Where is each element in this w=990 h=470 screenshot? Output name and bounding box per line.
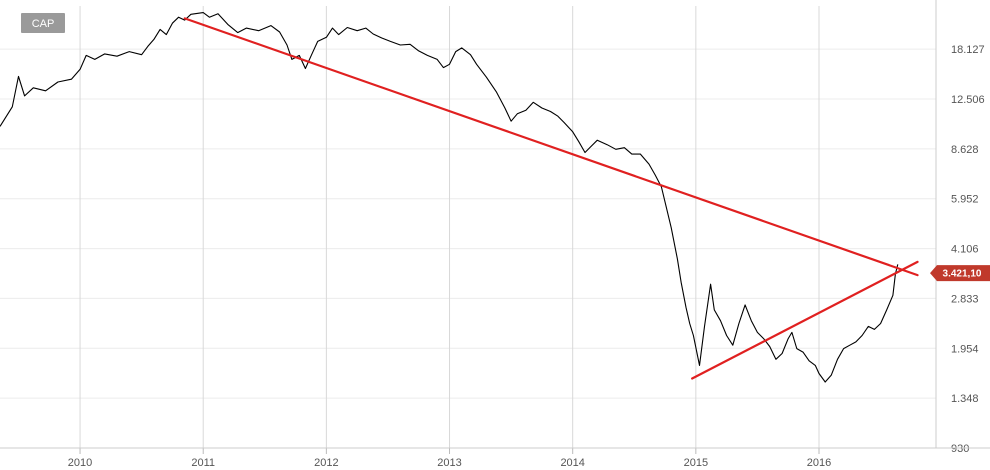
last-price-marker xyxy=(930,265,990,282)
ticker-label: CAP xyxy=(32,18,55,30)
y-tick-label: 1.348 xyxy=(951,393,979,405)
y-tick-label: 4.106 xyxy=(951,244,979,256)
x-tick-label: 2014 xyxy=(560,457,584,469)
x-tick-label: 2010 xyxy=(68,457,92,469)
y-tick-label: 1.954 xyxy=(951,343,979,355)
y-tick-label: 930 xyxy=(951,443,969,455)
uptrend-line xyxy=(691,260,919,380)
x-tick-label: 2015 xyxy=(684,457,708,469)
y-tick-label: 8.628 xyxy=(951,144,979,156)
y-tick-label: 5.952 xyxy=(951,194,979,206)
grid xyxy=(0,6,936,449)
price-series-line xyxy=(0,12,899,383)
last-price-label: 3.421,10 xyxy=(943,269,982,280)
x-tick-label: 2013 xyxy=(437,457,461,469)
downtrend-line xyxy=(183,17,919,277)
price-series-layer xyxy=(0,12,899,383)
y-tick-label: 18.127 xyxy=(951,44,985,56)
y-tick-label: 2.833 xyxy=(951,293,979,305)
x-tick-label: 2016 xyxy=(807,457,831,469)
last-price-badge: 3.421,10 xyxy=(930,265,990,282)
x-tick-label: 2011 xyxy=(191,457,215,469)
x-tick-label: 2012 xyxy=(314,457,338,469)
trendline-layer xyxy=(183,17,919,380)
y-tick-label: 12.506 xyxy=(951,94,985,106)
ticker-badge: CAP xyxy=(21,13,65,33)
